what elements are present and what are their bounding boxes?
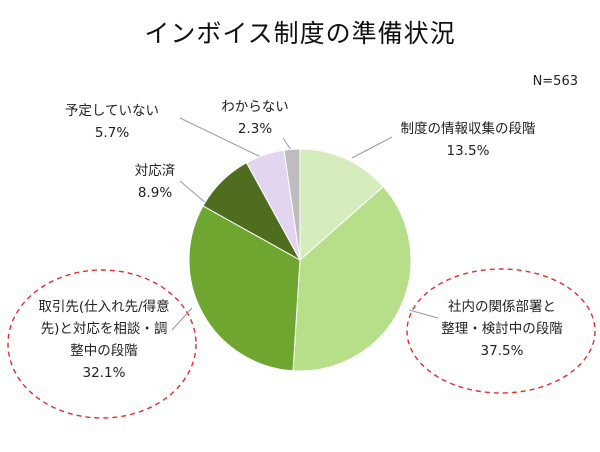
highlight-internal-review <box>406 268 596 394</box>
slice-label-completed: 対応済 8.9% <box>110 160 200 204</box>
slice-value-label: 5.7% <box>94 125 130 141</box>
chart-title: インボイス制度の準備状況 <box>144 19 456 48</box>
highlight-supplier-consultation <box>7 269 197 419</box>
slice-label-supplier-consultation: 取引先(仕入れ先/得意 先)と対応を相談・調 整中の段階 32.1% <box>14 296 194 384</box>
slice-label-line: 取引先(仕入れ先/得意 <box>38 299 170 315</box>
leader-line <box>351 136 393 159</box>
slice-unknown <box>283 148 301 261</box>
slice-label-unknown: わからない 2.3% <box>200 96 310 140</box>
slice-value-label: 13.5% <box>446 143 490 159</box>
slice-label-line: 整理・検討中の段階 <box>441 321 563 337</box>
sample-size-note: N=563 <box>532 74 578 89</box>
leader-line <box>282 137 292 151</box>
leader-line <box>408 309 439 319</box>
slice-label-not-planned: 予定していない 5.7% <box>42 100 182 144</box>
slice-info-gathering <box>299 148 384 262</box>
slice-internal-review <box>292 185 412 372</box>
slice-label-text: 予定していない <box>64 103 160 119</box>
leader-line <box>179 117 264 159</box>
slice-label-text: 制度の情報収集の段階 <box>400 121 536 137</box>
slice-label-text: 対応済 <box>134 163 176 179</box>
slice-label-info-gathering: 制度の情報収集の段階 13.5% <box>363 118 573 162</box>
slice-value-label: 2.3% <box>237 121 273 137</box>
slice-label-text: わからない <box>221 99 289 115</box>
slice-label-internal-review: 社内の関係部署と 整理・検討中の段階 37.5% <box>414 296 590 362</box>
slice-label-line: 社内の関係部署と <box>448 299 556 315</box>
leader-line <box>171 307 193 331</box>
slice-supplier-consultation <box>188 205 301 372</box>
slice-label-line: 整中の段階 <box>70 343 138 359</box>
slice-value-label: 37.5% <box>480 343 524 359</box>
slice-label-line: 先)と対応を相談・調 <box>40 321 168 337</box>
slice-value-label: 32.1% <box>82 365 126 381</box>
slice-value-label: 8.9% <box>137 185 173 201</box>
